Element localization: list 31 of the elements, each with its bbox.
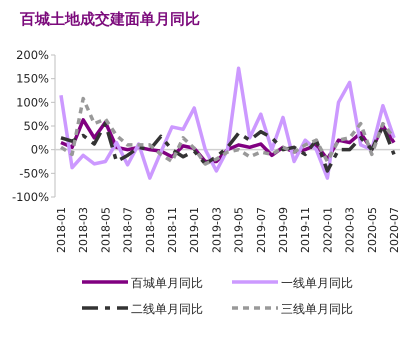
legend-label: 一线单月同比 (281, 276, 353, 290)
legend-label: 二线单月同比 (131, 302, 203, 316)
x-tick-label: 2019-07 (254, 207, 268, 253)
y-tick-label: 0% (30, 142, 50, 157)
legend-label: 百城单月同比 (131, 276, 203, 290)
x-tick-label: 2020-05 (366, 207, 379, 253)
x-tick-label: 2019-05 (232, 207, 246, 253)
x-tick-label: 2019-11 (299, 207, 312, 253)
x-tick-label: 2020-01 (321, 207, 334, 253)
x-tick-label: 2020-03 (344, 207, 357, 253)
x-tick-label: 2018-03 (77, 207, 90, 253)
line-series (59, 96, 396, 166)
x-tick-label: 2019-03 (210, 207, 224, 253)
x-tick-label: 2018-01 (55, 207, 68, 253)
x-tick-label: 2018-07 (122, 207, 135, 253)
x-tick-label: 2019-01 (188, 207, 202, 253)
line-series (59, 66, 396, 180)
y-tick-label: -50% (19, 166, 50, 180)
x-tick-label: 2018-09 (144, 207, 157, 253)
x-tick-label: 2018-11 (166, 207, 179, 253)
y-tick-label: 150% (16, 72, 50, 86)
legend-label: 三线单月同比 (281, 302, 353, 316)
line-series (59, 122, 396, 173)
x-tick-label: 2019-09 (277, 207, 290, 253)
y-tick-label: -100% (12, 190, 50, 204)
x-tick-label: 2018-05 (99, 207, 112, 253)
chart-title: 百城土地成交建面单月同比 (19, 10, 200, 28)
y-tick-label: 200% (16, 48, 50, 62)
x-tick-label: 2020-07 (388, 207, 401, 253)
y-tick-label: 100% (16, 95, 50, 110)
y-tick-label: 50% (23, 119, 50, 133)
